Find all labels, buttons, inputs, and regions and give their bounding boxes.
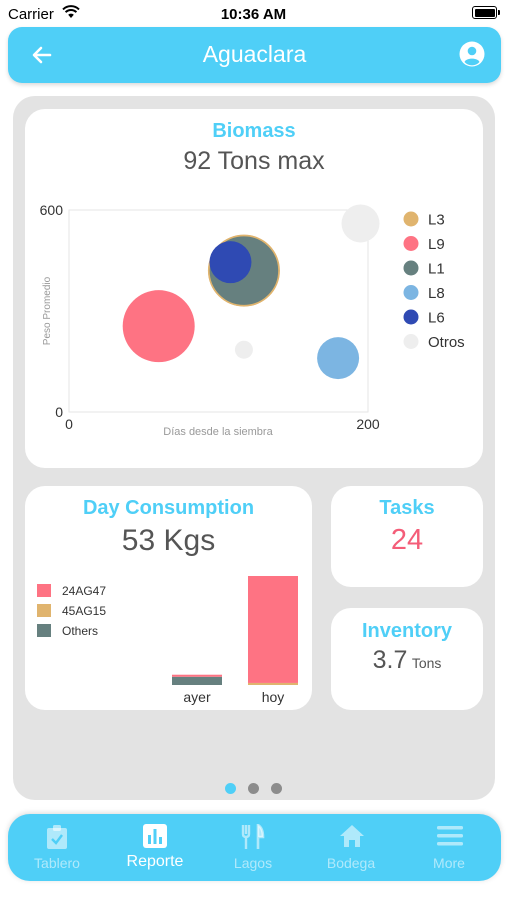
arrow-left-icon[interactable] bbox=[30, 43, 54, 67]
inventory-number: 3.7 bbox=[372, 646, 408, 674]
consumption-legend: 24AG47 45AG15 Others bbox=[37, 584, 106, 638]
inventory-card[interactable]: Inventory 3.7 Tons bbox=[331, 608, 483, 710]
carrier-label: Carrier bbox=[8, 6, 54, 23]
tasks-card[interactable]: Tasks 24 bbox=[331, 486, 483, 587]
biomass-chart: 600 0 0 200 Días desde la siembra Peso P… bbox=[40, 202, 465, 438]
tab-lagos[interactable]: Lagos bbox=[204, 814, 302, 881]
page-dot-2[interactable] bbox=[248, 783, 259, 794]
day-consumption-value: 53 Kgs bbox=[121, 524, 216, 557]
y-axis-label: Peso Promedio bbox=[42, 276, 53, 345]
bubble-l6[interactable] bbox=[209, 241, 252, 284]
legend-label-24ag47: 24AG47 bbox=[62, 584, 106, 598]
user-circle-icon[interactable] bbox=[459, 41, 485, 67]
biomass-card[interactable]: Biomass 92 Tons max 600 0 0 200 Días des… bbox=[25, 109, 483, 468]
bubble-l8[interactable] bbox=[317, 337, 360, 380]
legend-swatch-l9 bbox=[403, 236, 419, 251]
status-time: 10:36 AM bbox=[220, 6, 287, 23]
consumption-bars: ayer hoy bbox=[172, 576, 298, 705]
biomass-value: 92 Tons max bbox=[183, 147, 325, 175]
inventory-value: 3.7 Tons bbox=[331, 646, 483, 675]
bar-hoy-45ag15[interactable] bbox=[248, 682, 298, 685]
plot-area bbox=[68, 209, 369, 413]
tasks-title: Tasks bbox=[379, 497, 435, 519]
legend-label-45ag15: 45AG15 bbox=[62, 604, 106, 618]
tab-bodega[interactable]: Bodega bbox=[302, 814, 400, 881]
legend-label-l8: L8 bbox=[428, 285, 445, 302]
tab-label: Reporte bbox=[126, 853, 184, 870]
y-tick-min: 0 bbox=[55, 404, 63, 420]
page-dot-1[interactable] bbox=[225, 783, 236, 794]
tab-label: Tablero bbox=[34, 855, 80, 871]
bubble-otros-1[interactable] bbox=[341, 204, 380, 243]
legend-label-l3: L3 bbox=[428, 212, 445, 229]
day-consumption-chart: 24AG47 45AG15 Others ayer hoy bbox=[37, 576, 298, 705]
battery-icon bbox=[472, 6, 500, 19]
tab-bar: Tablero Reporte Lagos Bodega More bbox=[8, 814, 501, 881]
biomass-title: Biomass bbox=[212, 120, 296, 142]
wifi-icon bbox=[62, 5, 80, 18]
tab-tablero[interactable]: Tablero bbox=[8, 814, 106, 881]
utensils-icon bbox=[241, 824, 265, 849]
legend-swatch-others bbox=[37, 624, 51, 637]
page-title: Aguaclara bbox=[202, 41, 307, 67]
legend-swatch-l3 bbox=[403, 211, 419, 227]
tab-label: More bbox=[433, 855, 465, 871]
inventory-title: Inventory bbox=[361, 620, 453, 642]
biomass-legend: L3 L9 L1 L8 L6 Otros bbox=[403, 211, 465, 351]
inventory-unit: Tons bbox=[411, 655, 442, 671]
legend-swatch-l6 bbox=[403, 309, 419, 325]
legend-label-l1: L1 bbox=[428, 261, 445, 278]
home-icon bbox=[340, 825, 364, 847]
tab-label: Bodega bbox=[326, 855, 376, 871]
bar-ayer-others[interactable] bbox=[172, 676, 222, 685]
bubble-otros-2[interactable] bbox=[234, 340, 253, 359]
status-bar: Carrier 10:36 AM bbox=[0, 0, 507, 26]
x-tick-min: 0 bbox=[65, 416, 73, 432]
day-consumption-title: Day Consumption bbox=[82, 497, 255, 519]
legend-swatch-l8 bbox=[403, 285, 419, 300]
legend-swatch-24ag47 bbox=[37, 584, 51, 597]
legend-label-l9: L9 bbox=[428, 236, 445, 253]
legend-label-others: Others bbox=[62, 624, 98, 638]
bar-ayer-24ag47[interactable] bbox=[172, 674, 222, 677]
bubbles-group bbox=[122, 204, 380, 380]
page-dot-3[interactable] bbox=[271, 783, 282, 794]
y-tick-max: 600 bbox=[40, 202, 64, 218]
legend-label-l6: L6 bbox=[428, 310, 445, 327]
menu-icon bbox=[437, 826, 463, 846]
clipboard-check-icon bbox=[47, 825, 67, 849]
page-indicator bbox=[0, 781, 507, 799]
x-tick-max: 200 bbox=[356, 416, 380, 432]
bar-hoy-24ag47[interactable] bbox=[248, 576, 298, 683]
tasks-count: 24 bbox=[390, 524, 424, 556]
x-tick-ayer: ayer bbox=[183, 689, 211, 705]
x-tick-hoy: hoy bbox=[262, 689, 285, 705]
bar-chart-icon bbox=[143, 824, 167, 848]
legend-label-otros: Otros bbox=[428, 334, 465, 351]
legend-swatch-l1 bbox=[403, 260, 419, 276]
tab-more[interactable]: More bbox=[400, 814, 498, 881]
legend-swatch-otros bbox=[403, 334, 419, 349]
bubble-l9[interactable] bbox=[122, 290, 195, 363]
tab-label: Lagos bbox=[233, 855, 273, 871]
app-header: Aguaclara bbox=[8, 27, 501, 83]
day-consumption-card[interactable]: Day Consumption 53 Kgs 24AG47 45AG15 Other… bbox=[25, 486, 312, 710]
tab-reporte[interactable]: Reporte bbox=[106, 814, 204, 881]
x-axis-label: Días desde la siembra bbox=[163, 426, 273, 438]
legend-swatch-45ag15 bbox=[37, 604, 51, 617]
